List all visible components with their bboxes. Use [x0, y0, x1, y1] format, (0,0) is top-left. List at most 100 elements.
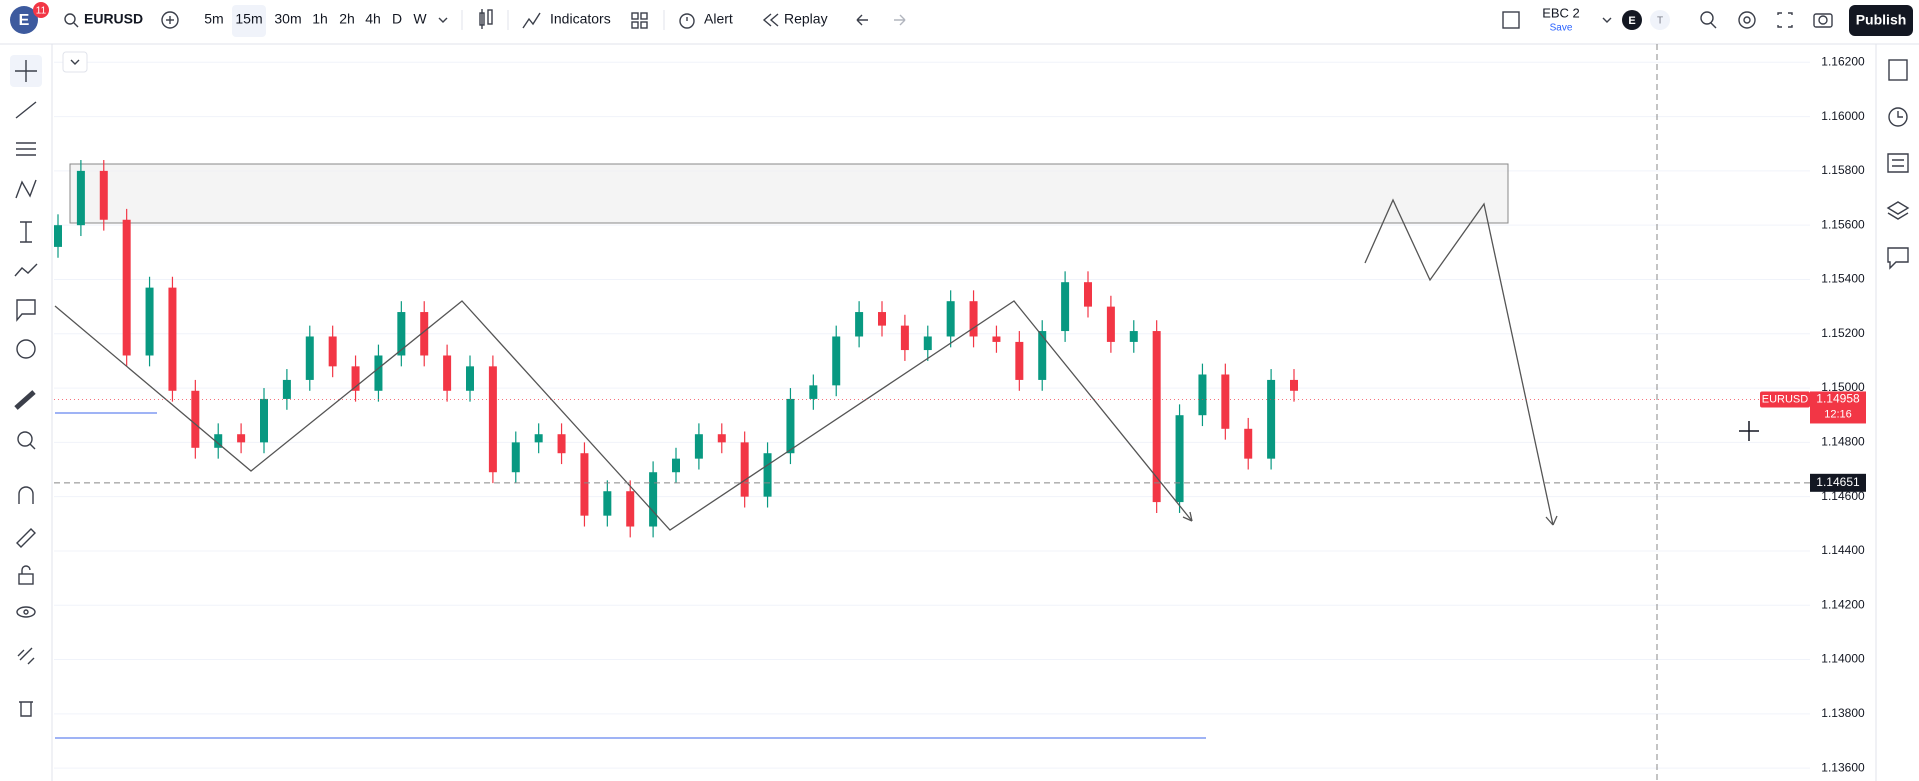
interval[interactable]: 15m — [235, 11, 262, 27]
watchlist-button[interactable] — [1888, 59, 1908, 81]
visibility-tool-part — [16, 606, 36, 618]
symbol-search[interactable]: EURUSD — [64, 11, 143, 28]
text-tool[interactable] — [20, 221, 32, 243]
search-tool[interactable] — [1700, 11, 1717, 29]
logo-text: E — [19, 12, 30, 29]
crosshair-tool[interactable] — [15, 60, 37, 82]
layout-button[interactable] — [1502, 11, 1520, 29]
y-tick-label: 1.14000 — [1821, 652, 1865, 666]
templates-button-part — [631, 21, 639, 29]
candle-body — [397, 312, 406, 356]
replay-button-part — [762, 13, 779, 27]
y-tick-label: 1.14600 — [1821, 489, 1865, 503]
pattern-tool[interactable] — [15, 179, 37, 199]
alert-button[interactable]: Alert — [679, 11, 733, 29]
ruler-tool[interactable] — [14, 390, 36, 410]
candle-body — [260, 398, 268, 443]
undo-button[interactable] — [856, 14, 868, 26]
candle-body — [54, 225, 62, 247]
interval[interactable]: 1h — [312, 11, 328, 27]
layout-name: EBC 2 — [1542, 5, 1580, 20]
chart-type-button[interactable] — [479, 9, 493, 29]
zoom-tool-part — [29, 443, 36, 450]
avatar-e-bg — [1622, 10, 1642, 30]
interval[interactable]: W — [413, 11, 427, 27]
zigzag-drawing — [54, 300, 1193, 531]
logo[interactable]: E 11 — [10, 2, 49, 34]
candle-body — [420, 312, 429, 356]
replay-button[interactable]: Replay — [762, 11, 828, 27]
trend-line-tool[interactable] — [15, 101, 37, 119]
mouse-cursor — [1739, 421, 1759, 441]
candle-body — [786, 398, 795, 454]
candle-body — [1084, 282, 1092, 307]
interval[interactable]: 5m — [204, 11, 223, 27]
chat-button[interactable] — [1887, 247, 1909, 270]
publish-button[interactable] — [1849, 5, 1913, 36]
y-tick-label: 1.13600 — [1821, 760, 1865, 774]
layout-menu[interactable] — [1602, 17, 1612, 23]
alerts-panel-button[interactable] — [1888, 107, 1908, 127]
projection-drawing — [1364, 198, 1554, 526]
layers-button[interactable] — [1886, 201, 1910, 220]
lock-tool[interactable] — [18, 565, 34, 585]
settings-button[interactable] — [1738, 11, 1756, 29]
y-tick-label: 1.13800 — [1821, 706, 1865, 720]
indicators-button[interactable]: Indicators — [522, 11, 611, 29]
candle-body — [1038, 331, 1047, 380]
arrow-head — [1182, 511, 1193, 522]
y-tick-label: 1.14400 — [1821, 543, 1865, 557]
interval-selected-bg — [232, 5, 266, 37]
lock-tool-part — [18, 573, 34, 585]
compare-button[interactable] — [161, 11, 179, 29]
arrow-head — [1545, 515, 1558, 526]
candle-body — [466, 366, 474, 391]
interval[interactable]: 4h — [365, 11, 381, 27]
candle-body — [969, 301, 978, 337]
layout-status: Save — [1550, 23, 1573, 34]
templates-button[interactable] — [631, 12, 648, 29]
chart-menu-part — [70, 59, 80, 65]
interval[interactable]: 30m — [274, 11, 301, 27]
avatar-t[interactable]: T — [1657, 16, 1663, 27]
candle-body — [1175, 415, 1184, 503]
interval[interactable]: 2h — [339, 11, 355, 27]
candle-body — [809, 385, 818, 399]
object-tree-button[interactable] — [1887, 153, 1909, 173]
candle-body — [191, 390, 200, 448]
right-toolbar — [1886, 59, 1910, 270]
avatar-t-bg — [1650, 10, 1670, 30]
last-price-label-bg — [1810, 391, 1866, 424]
interval[interactable]: D — [392, 11, 402, 27]
redo-button[interactable] — [894, 14, 906, 26]
candle-body — [672, 458, 680, 473]
lock-tool-part — [21, 565, 31, 574]
avatar-e[interactable]: E — [1628, 15, 1635, 27]
annotation-tool[interactable] — [16, 299, 36, 322]
layout-save[interactable]: EBC 2 Save — [1542, 5, 1580, 33]
search-tool-part — [1700, 11, 1714, 25]
visibility-tool[interactable] — [16, 606, 36, 618]
fib-tool[interactable] — [16, 142, 36, 156]
chart-menu[interactable] — [62, 51, 88, 73]
drawing-mode-tool[interactable] — [16, 528, 36, 548]
price-axis: 1.16200 1.16000 1.15800 1.15600 1.15400 1.152… — [1821, 54, 1865, 774]
settings-button-part — [1738, 11, 1756, 29]
candle-body — [649, 472, 658, 527]
grid — [54, 61, 1810, 769]
candle-body — [1267, 379, 1276, 459]
emoji-tool[interactable] — [16, 339, 36, 359]
magnet-tool[interactable] — [18, 486, 34, 504]
delete-tool[interactable] — [19, 701, 33, 717]
interval-menu[interactable] — [438, 17, 448, 23]
left-toolbar — [10, 55, 42, 717]
candle-body — [145, 287, 154, 356]
prediction-tool[interactable] — [14, 263, 38, 277]
y-tick-label: 1.15600 — [1821, 217, 1865, 231]
snapshot-button[interactable] — [1813, 13, 1833, 28]
candle-body — [328, 336, 337, 367]
fullscreen-button[interactable] — [1777, 12, 1793, 28]
link-tool[interactable] — [17, 647, 35, 665]
zoom-tool[interactable] — [17, 431, 36, 450]
